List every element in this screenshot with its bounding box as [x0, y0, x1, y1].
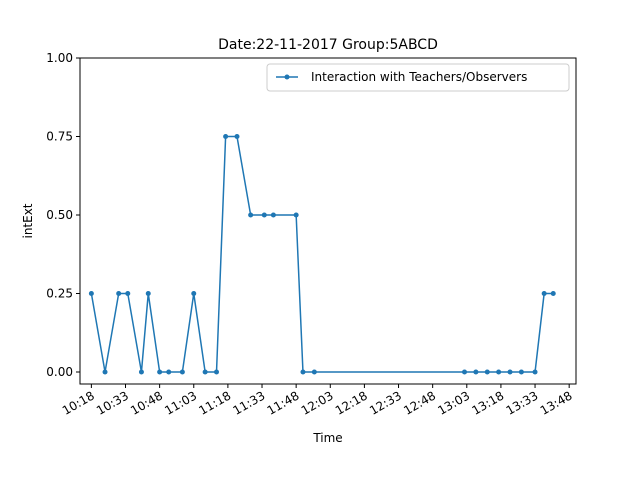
data-point — [145, 291, 151, 296]
axes-frame — [79, 57, 577, 385]
data-point — [484, 369, 490, 375]
data-point — [496, 369, 502, 375]
legend-marker-swatch — [284, 74, 290, 80]
x-tick-label: 11:33 — [231, 388, 268, 417]
data-point — [234, 134, 240, 139]
y-tick-label: 0.75 — [46, 130, 73, 144]
plot-area: 0.00 0.25 0.50 0.75 1.00 10:1810:3310:4811:0… — [46, 51, 577, 418]
data-point — [248, 212, 254, 218]
data-point — [166, 369, 172, 375]
x-tick-label: 11:18 — [196, 388, 233, 417]
x-tick-label: 12:03 — [299, 388, 336, 417]
y-tick-label: 0.50 — [46, 208, 73, 222]
data-point — [532, 369, 538, 375]
x-tick-label: 11:03 — [162, 388, 199, 417]
legend: Interaction with Teachers/Observers — [266, 63, 570, 92]
series-layer — [88, 134, 556, 375]
data-point — [270, 212, 276, 218]
y-axis-label: intExt — [21, 203, 35, 238]
data-point — [191, 291, 197, 296]
data-point — [138, 369, 144, 375]
data-point — [300, 369, 306, 375]
data-point — [214, 369, 220, 375]
x-tick-label: 12:48 — [401, 388, 438, 417]
y-tick-label: 1.00 — [46, 51, 73, 65]
x-tick-label: 10:48 — [128, 388, 165, 417]
x-tick-label: 11:48 — [265, 388, 302, 417]
data-point — [293, 212, 299, 218]
data-point — [102, 369, 108, 375]
y-tick-label: 0.25 — [46, 287, 73, 301]
data-point — [125, 291, 131, 296]
data-point — [507, 369, 513, 375]
x-tick-label: 10:18 — [60, 388, 97, 417]
x-tick-label: 13:03 — [435, 388, 472, 417]
x-tick-label: 10:33 — [94, 388, 131, 417]
data-point — [518, 369, 524, 375]
series-line — [90, 135, 554, 373]
x-tick-label: 13:33 — [504, 388, 541, 417]
x-axis-label: Time — [312, 431, 342, 445]
x-tick-label: 13:48 — [538, 388, 575, 417]
data-point — [462, 369, 468, 375]
y-axis: 0.00 0.25 0.50 0.75 1.00 — [46, 51, 80, 379]
x-tick-label: 12:33 — [367, 388, 404, 417]
data-point — [223, 134, 229, 139]
legend-box — [266, 63, 570, 92]
data-point — [157, 369, 163, 375]
y-tick-label: 0.00 — [46, 365, 73, 379]
chart-title: Date:22-11-2017 Group:5ABCD — [218, 37, 438, 53]
legend-entry-label: Interaction with Teachers/Observers — [311, 70, 527, 84]
data-point — [179, 369, 185, 375]
data-point — [311, 369, 317, 375]
x-axis: 10:1810:3310:4811:0311:1811:3311:4812:03… — [60, 384, 575, 418]
data-point — [550, 291, 556, 296]
data-point — [261, 212, 267, 218]
data-point — [473, 369, 479, 375]
data-point — [88, 291, 94, 296]
data-point — [116, 291, 122, 296]
x-tick-label: 12:18 — [333, 388, 370, 417]
data-point — [202, 369, 208, 375]
x-tick-label: 13:18 — [469, 388, 506, 417]
data-point — [541, 291, 547, 296]
